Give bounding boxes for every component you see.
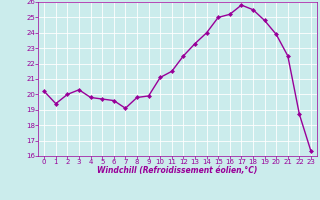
- X-axis label: Windchill (Refroidissement éolien,°C): Windchill (Refroidissement éolien,°C): [97, 166, 258, 175]
